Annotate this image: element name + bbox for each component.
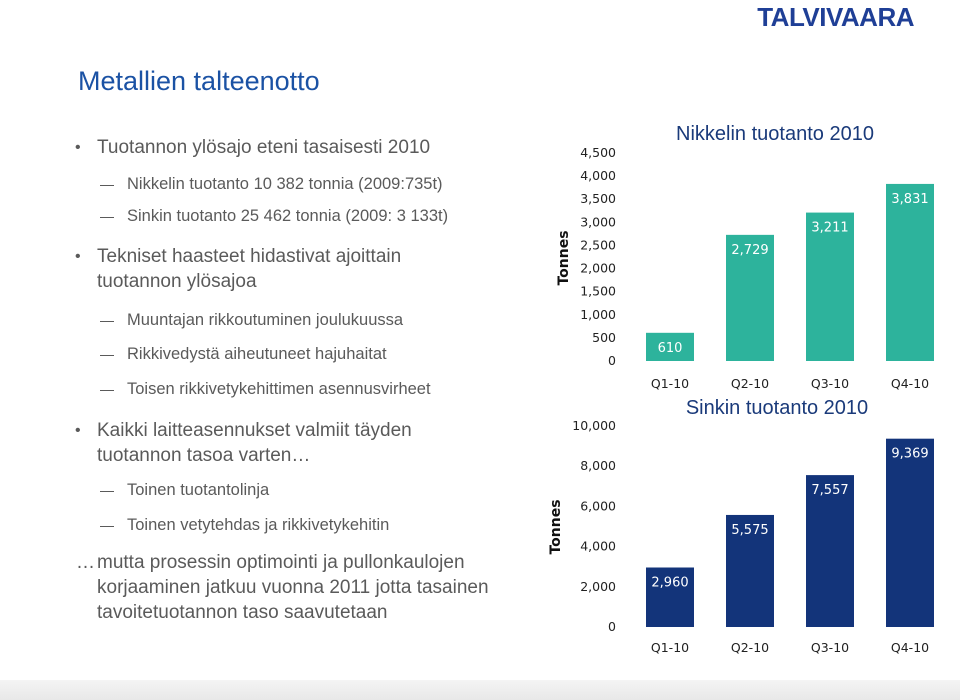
bar-value-label: 5,575	[731, 523, 768, 538]
bullet-list: • Tuotannon ylösajo eteni tasaisesti 201…	[75, 137, 489, 623]
x-category-label: Q1-10	[651, 640, 689, 655]
x-category-label: Q3-10	[811, 640, 849, 655]
y-tick-label: 8,000	[580, 458, 616, 473]
bullet-item: • Kaikki laitteasennukset valmiit täyden…	[75, 420, 412, 466]
bar-q1-10	[646, 567, 694, 627]
bullet-item: • Tuotannon ylösajo eteni tasaisesti 201…	[75, 137, 431, 158]
sub-bullet-item: Nikkelin tuotanto 10 382 tonnia (2009:73…	[100, 175, 443, 194]
bar-value-label: 610	[658, 341, 683, 356]
sub-bullet-item: Rikkivedystä aiheutuneet hajuhaitat	[100, 345, 387, 364]
bar-value-label: 2,729	[731, 243, 768, 258]
closing-text: mutta prosessin optimointi ja pullonkaul…	[97, 552, 489, 623]
bar-q2-10	[726, 514, 774, 627]
bar-q4-10	[886, 183, 934, 361]
chart-title: Sinkin tuotanto 2010	[686, 397, 868, 419]
bar-value-label: 7,557	[811, 483, 848, 498]
bar-value-label: 3,831	[891, 192, 928, 207]
bar-value-label: 2,960	[651, 576, 688, 591]
x-category-label: Q2-10	[731, 376, 769, 391]
x-category-label: Q3-10	[811, 376, 849, 391]
y-tick-label: 500	[592, 330, 616, 345]
nickel-production-chart: Nikkelin tuotanto 2010 Tonnes 0 500 1,000 1,5…	[540, 118, 960, 418]
y-tick-label: 3,000	[580, 214, 616, 229]
zinc-production-chart: Sinkin tuotanto 2010 Tonnes 0 2,000 4,000 6,0…	[540, 392, 960, 667]
y-axis-label: Tonnes	[548, 499, 564, 554]
page-title: Metallien talteenotto	[78, 66, 320, 96]
sub-bullet-item: Toisen rikkivetykehittimen asennusvirhee…	[100, 380, 431, 399]
y-tick-label: 2,000	[580, 579, 616, 594]
x-category-label: Q4-10	[891, 376, 929, 391]
closing-statement: … mutta prosessin optimointi ja pullonka…	[76, 550, 489, 623]
bullet-item: • Tekniset haasteet hidastivat ajoittain…	[75, 246, 402, 292]
bullet-dot-icon: •	[75, 422, 81, 439]
dash-icon	[100, 526, 114, 527]
bar-value-label: 9,369	[891, 447, 928, 462]
bar-q1-10	[646, 332, 694, 361]
y-tick-label: 4,000	[580, 168, 616, 183]
bar-q2-10	[726, 234, 774, 361]
sub-bullet-item: Toinen vetytehdas ja rikkivetykehitin	[100, 516, 389, 535]
y-tick-label: 0	[608, 353, 616, 368]
x-category-label: Q4-10	[891, 640, 929, 655]
bar-q3-10	[806, 212, 854, 361]
dash-icon	[100, 217, 114, 218]
y-tick-label: 10,000	[572, 418, 616, 433]
company-logo: TALVIVAARA	[757, 2, 914, 32]
y-tick-label: 4,000	[580, 539, 616, 554]
dash-icon	[100, 321, 114, 322]
x-category-label: Q2-10	[731, 640, 769, 655]
y-tick-label: 1,500	[580, 284, 616, 299]
bar-q3-10	[806, 475, 854, 627]
dash-icon	[100, 491, 114, 492]
bullet-dot-icon: •	[75, 139, 81, 156]
ellipsis-marker: …	[76, 552, 95, 573]
y-tick-label: 4,500	[580, 145, 616, 160]
y-tick-label: 2,500	[580, 237, 616, 252]
zinc-chart-svg: Sinkin tuotanto 2010 Tonnes 0 2,000 4,000 6,0…	[548, 397, 934, 655]
y-tick-label: 6,000	[580, 498, 616, 513]
y-tick-label: 3,500	[580, 191, 616, 206]
nickel-chart-svg: Nikkelin tuotanto 2010 Tonnes 0 500 1,000 1,5…	[556, 123, 934, 391]
footer-band	[0, 680, 960, 700]
sub-bullet-item: Toinen tuotantolinja	[100, 481, 269, 500]
x-category-label: Q1-10	[651, 376, 689, 391]
bar-q4-10	[886, 438, 934, 627]
dash-icon	[100, 355, 114, 356]
chart-title: Nikkelin tuotanto 2010	[676, 123, 874, 145]
sub-bullet-item: Sinkin tuotanto 25 462 tonnia (2009: 3 1…	[100, 207, 448, 226]
sub-bullet-item: Muuntajan rikkoutuminen joulukuussa	[100, 311, 403, 330]
y-tick-label: 2,000	[580, 261, 616, 276]
dash-icon	[100, 185, 114, 186]
bullet-dot-icon: •	[75, 248, 81, 265]
y-axis-label: Tonnes	[556, 230, 572, 285]
bar-value-label: 3,211	[811, 221, 848, 236]
y-tick-label: 0	[608, 619, 616, 634]
dash-icon	[100, 390, 114, 391]
y-tick-label: 1,000	[580, 307, 616, 322]
